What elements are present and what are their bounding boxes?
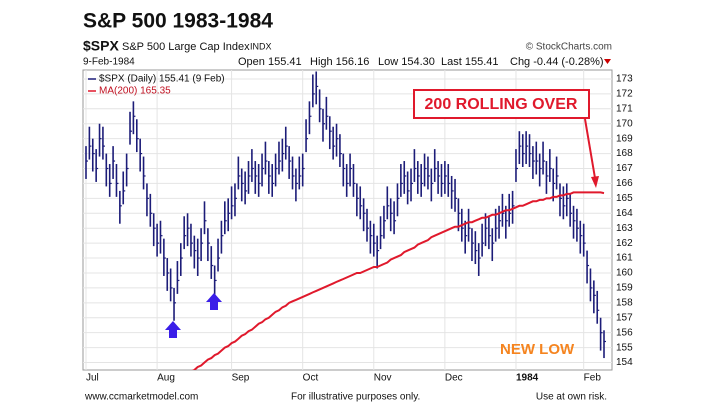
x-tick-label: Nov bbox=[374, 373, 392, 384]
labels: 154 155 156 157 158 159 160 161 162 163 164 165 166 1… bbox=[86, 74, 633, 384]
exchange: INDX bbox=[250, 41, 272, 51]
up-arrow bbox=[206, 293, 222, 310]
legend-price: $SPX (Daily) 155.41 (9 Feb) bbox=[99, 74, 225, 85]
annotation-arrow bbox=[584, 118, 596, 179]
y-tick-label: 159 bbox=[616, 283, 633, 294]
y-tick-label: 169 bbox=[616, 133, 633, 144]
y-tick-label: 160 bbox=[616, 268, 633, 279]
symbol: $SPX bbox=[83, 38, 119, 54]
marks bbox=[85, 71, 606, 370]
x-tick-label: Dec bbox=[445, 373, 463, 384]
up-arrow bbox=[165, 321, 181, 338]
y-tick-label: 161 bbox=[616, 253, 633, 264]
quote-low: Low 154.30 bbox=[378, 56, 435, 68]
annotation-arrowhead bbox=[591, 176, 599, 188]
footer-site: www.ccmarketmodel.com bbox=[84, 392, 198, 403]
down-triangle bbox=[604, 59, 611, 64]
plot-frame bbox=[82, 69, 613, 371]
ma-line bbox=[191, 191, 605, 370]
y-tick-label: 155 bbox=[616, 342, 633, 353]
index-name: S&P 500 Large Cap Index bbox=[122, 41, 250, 53]
y-tick-label: 163 bbox=[616, 223, 633, 234]
x-tick-label: Jul bbox=[86, 373, 99, 384]
legend-ma: MA(200) 165.35 bbox=[99, 86, 171, 97]
source: © StockCharts.com bbox=[526, 42, 612, 53]
x-tick-label: Aug bbox=[157, 373, 175, 384]
annotation-box bbox=[413, 89, 590, 119]
quote-last: Last 155.41 bbox=[441, 56, 499, 68]
annotation-new-low: NEW LOW bbox=[500, 341, 575, 358]
annotation-rolling: 200 ROLLING OVER bbox=[425, 96, 578, 113]
footer-risk: Use at own risk. bbox=[536, 392, 607, 403]
x-tick-label: Oct bbox=[303, 373, 319, 384]
y-tick-label: 170 bbox=[616, 118, 633, 129]
y-tick-label: 158 bbox=[616, 297, 633, 308]
footer-disclaimer: For illustrative purposes only. bbox=[291, 392, 420, 403]
x-tick-label: Feb bbox=[584, 373, 602, 384]
y-tick-label: 157 bbox=[616, 312, 633, 323]
x-tick-label: Sep bbox=[232, 373, 250, 384]
y-tick-label: 172 bbox=[616, 89, 633, 100]
quote-change: Chg -0.44 (-0.28%) bbox=[510, 56, 604, 68]
y-tick-label: 162 bbox=[616, 238, 633, 249]
chart-title: S&P 500 1983-1984 bbox=[83, 10, 273, 33]
y-tick-label: 154 bbox=[616, 357, 633, 368]
quote-high: High 156.16 bbox=[310, 56, 369, 68]
y-tick-label: 168 bbox=[616, 148, 633, 159]
y-tick-label: 165 bbox=[616, 193, 633, 204]
x-tick-label: 1984 bbox=[516, 373, 539, 384]
date: 9-Feb-1984 bbox=[83, 57, 135, 68]
y-tick-label: 164 bbox=[616, 208, 633, 219]
y-tick-label: 156 bbox=[616, 327, 633, 338]
quote-open: Open 155.41 bbox=[238, 56, 302, 68]
y-tick-label: 171 bbox=[616, 103, 633, 114]
y-tick-label: 173 bbox=[616, 74, 633, 85]
y-tick-label: 167 bbox=[616, 163, 633, 174]
y-tick-label: 166 bbox=[616, 178, 633, 189]
